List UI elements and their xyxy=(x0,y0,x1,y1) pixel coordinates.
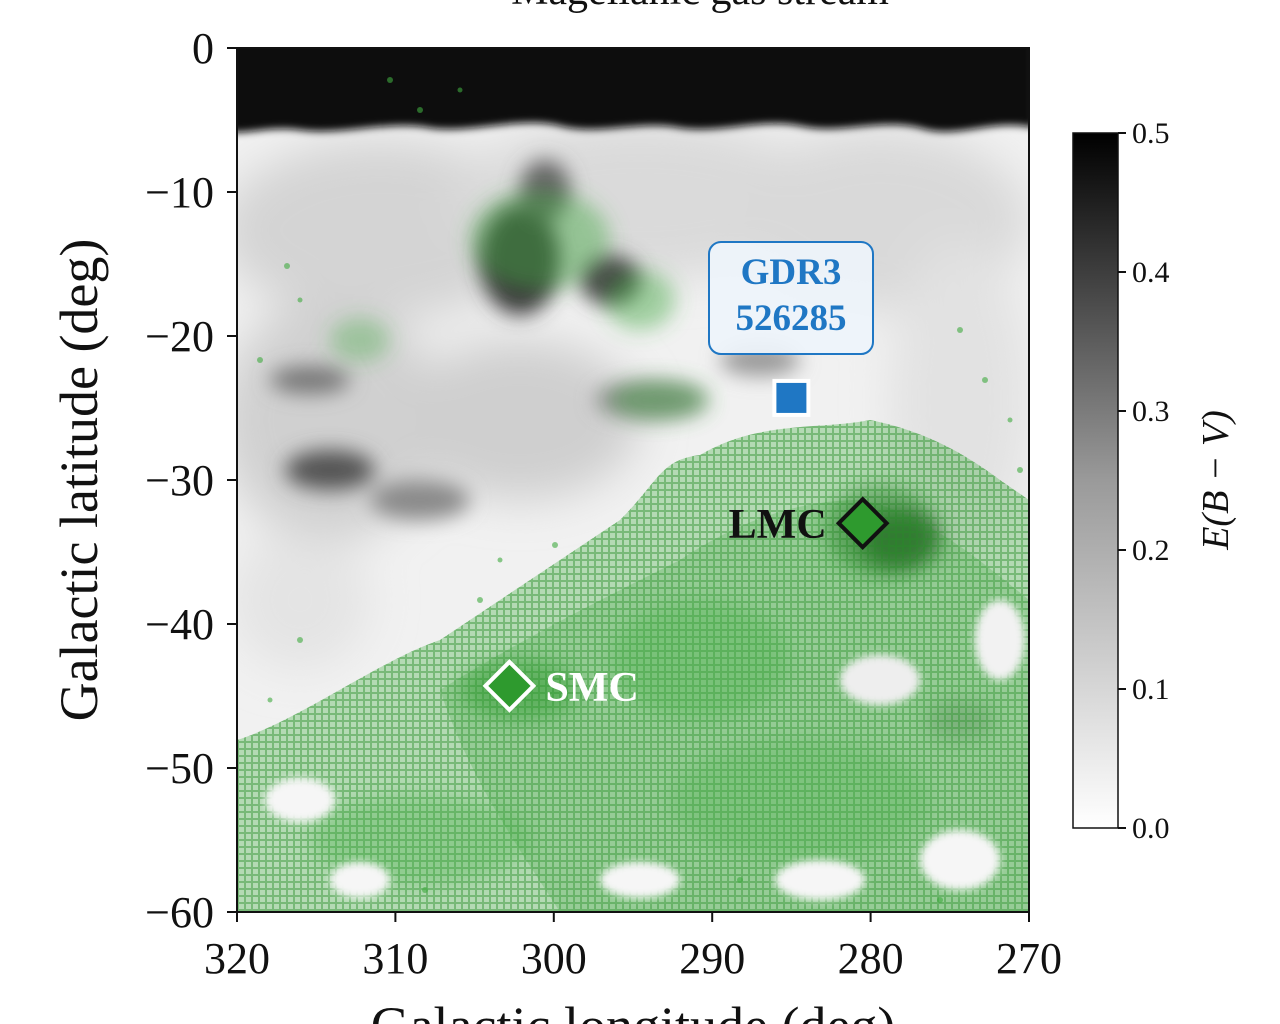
x-tick-label: 320 xyxy=(204,934,270,983)
y-axis-label: Galactic latitude (deg) xyxy=(49,239,109,722)
x-axis: 320 310 300 290 280 270 Galactic longitu… xyxy=(204,912,1062,1024)
x-tick-label: 270 xyxy=(996,934,1062,983)
source-label-line2: 526285 xyxy=(736,298,847,339)
gas-stream xyxy=(237,77,1029,912)
y-tick-label: −50 xyxy=(145,744,214,793)
x-tick-label: 280 xyxy=(838,934,904,983)
y-axis: 0 −10 −20 −30 −40 −50 −60 Galactic latit… xyxy=(49,24,237,937)
x-tick-label: 290 xyxy=(679,934,745,983)
lmc-label: LMC xyxy=(729,502,827,548)
y-tick-label: −30 xyxy=(145,456,214,505)
plot-area: GDR3 526285 LMC SMC xyxy=(237,48,1029,912)
gas-gaps xyxy=(265,600,1025,900)
colorbar-tick-label: 0.1 xyxy=(1132,673,1170,706)
lmc-marker xyxy=(835,496,890,551)
source-marker xyxy=(772,378,811,417)
colorbar-tick-label: 0.3 xyxy=(1132,395,1170,428)
dust-plane-band xyxy=(237,48,1029,133)
colorbar: 0.0 0.1 0.2 0.3 0.4 0.5 E(B − V) xyxy=(1072,117,1237,845)
gas-stream-clumps xyxy=(310,190,935,885)
source-label-bg xyxy=(708,241,874,355)
y-tick-label: −40 xyxy=(145,600,214,649)
y-tick-label: −60 xyxy=(145,888,214,937)
smc-marker xyxy=(482,659,537,713)
colorbar-tick-label: 0.5 xyxy=(1132,117,1170,150)
y-tick-label: −10 xyxy=(145,168,214,217)
smc-label: SMC xyxy=(545,665,638,711)
x-tick-labels: 320 310 300 290 280 270 xyxy=(204,934,1062,983)
x-tick-label: 300 xyxy=(521,934,587,983)
x-tick-label: 310 xyxy=(362,934,428,983)
colorbar-tick-labels: 0.0 0.1 0.2 0.3 0.4 0.5 xyxy=(1132,117,1170,845)
colorbar-label: E(B − V) xyxy=(1195,410,1237,551)
y-tick-label: 0 xyxy=(192,24,214,73)
colorbar-tick-label: 0.2 xyxy=(1132,534,1170,567)
gas-dots xyxy=(257,77,1023,903)
colorbar-tick-label: 0.4 xyxy=(1132,256,1170,289)
x-axis-label: Galactic longitude (deg) xyxy=(371,996,896,1024)
y-tick-labels: 0 −10 −20 −30 −40 −50 −60 xyxy=(145,24,214,937)
source-label-line1: GDR3 xyxy=(741,252,842,293)
y-tick-label: −20 xyxy=(145,312,214,361)
colorbar-tick-label: 0.0 xyxy=(1132,812,1170,845)
chart-title: Magellanic gas stream xyxy=(511,0,889,14)
colorbar-gradient xyxy=(1072,132,1119,829)
source-label-box: GDR3 526285 xyxy=(708,241,874,355)
